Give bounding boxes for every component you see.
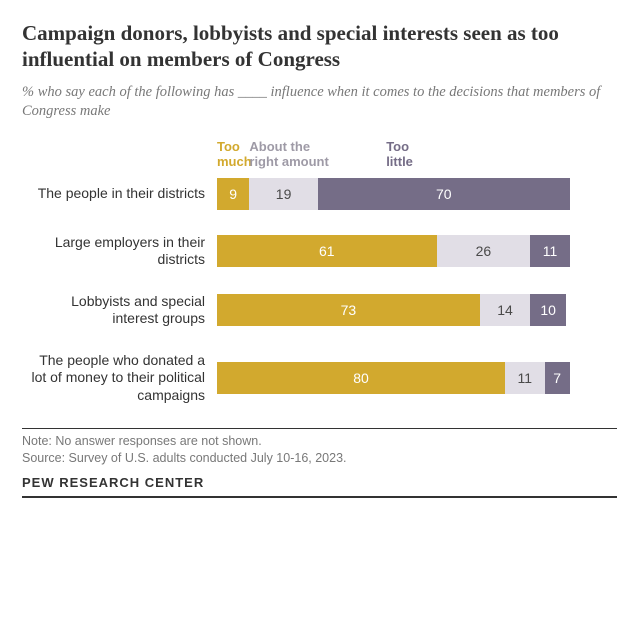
row-label: Large employers in their districts xyxy=(22,234,217,269)
legend: Too muchAbout the right amountToo little xyxy=(217,140,617,170)
stacked-bar-chart: The people in their districts91970Large … xyxy=(22,178,617,405)
bar-segment: 70 xyxy=(318,178,570,210)
bar-segment: 61 xyxy=(217,235,437,267)
bar-segment: 19 xyxy=(249,178,317,210)
row-label: Lobbyists and special interest groups xyxy=(22,293,217,328)
divider-bottom xyxy=(22,496,617,498)
row-label: The people who donated a lot of money to… xyxy=(22,352,217,405)
bar-segment: 73 xyxy=(217,294,480,326)
chart-subtitle: % who say each of the following has ____… xyxy=(22,83,617,122)
publisher-logo: PEW RESEARCH CENTER xyxy=(22,475,617,490)
bar-segment: 11 xyxy=(530,235,570,267)
bar-segment: 14 xyxy=(480,294,530,326)
bar-segment: 11 xyxy=(505,362,545,394)
legend-item: Too much xyxy=(217,140,249,170)
chart-title: Campaign donors, lobbyists and special i… xyxy=(22,20,617,73)
chart-row: Lobbyists and special interest groups731… xyxy=(22,293,617,328)
bar-track: 91970 xyxy=(217,178,570,210)
bar-track: 80117 xyxy=(217,362,570,394)
chart-row: The people who donated a lot of money to… xyxy=(22,352,617,405)
legend-item: About the right amount xyxy=(249,140,386,170)
legend-item: Too little xyxy=(386,140,458,170)
chart-row: Large employers in their districts612611 xyxy=(22,234,617,269)
bar-segment: 80 xyxy=(217,362,505,394)
bar-segment: 9 xyxy=(217,178,249,210)
bar-track: 731410 xyxy=(217,294,566,326)
row-label: The people in their districts xyxy=(22,185,217,203)
footnote: Note: No answer responses are not shown. xyxy=(22,433,617,450)
bar-segment: 10 xyxy=(530,294,566,326)
bar-segment: 26 xyxy=(437,235,531,267)
source-line: Source: Survey of U.S. adults conducted … xyxy=(22,450,617,467)
divider xyxy=(22,428,617,429)
bar-track: 612611 xyxy=(217,235,570,267)
chart-row: The people in their districts91970 xyxy=(22,178,617,210)
bar-segment: 7 xyxy=(545,362,570,394)
